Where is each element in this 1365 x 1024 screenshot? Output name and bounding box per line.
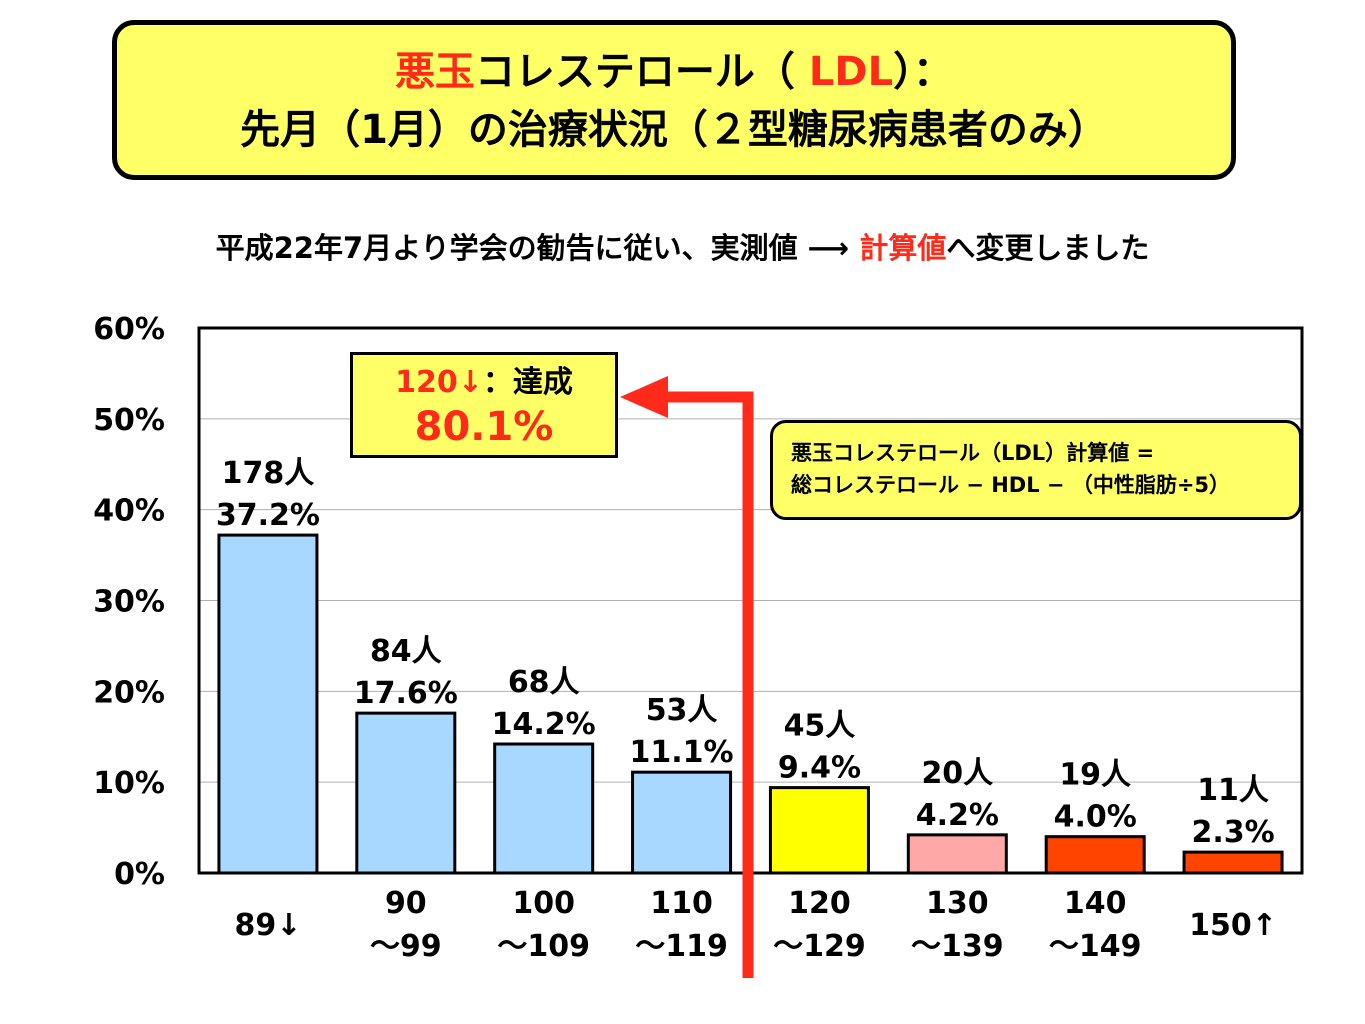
- title-line-2: 先月（1月）の治療状況（２型糖尿病患者のみ）: [240, 107, 1108, 153]
- y-tick-label: 40%: [93, 494, 165, 529]
- formula-box: 悪玉コレステロール（LDL）計算値 = 総コレステロール − HDL − （中性…: [770, 420, 1302, 520]
- data-label-count: 178人: [222, 456, 315, 491]
- data-label-percent: 4.2%: [916, 798, 999, 833]
- y-tick-label: 50%: [93, 403, 165, 438]
- bar: [493, 742, 595, 875]
- title-red-word: 悪玉: [394, 49, 475, 95]
- x-tick-label: 110: [650, 886, 713, 921]
- data-label-percent: 17.6%: [354, 676, 458, 711]
- x-tick-label: ～109: [497, 929, 590, 964]
- bar: [768, 786, 870, 875]
- achievement-box: 120↓：達成 80.1%: [350, 352, 618, 458]
- data-label-count: 45人: [784, 709, 856, 744]
- x-tick-label: 89↓: [234, 908, 301, 943]
- data-label-percent: 9.4%: [778, 751, 861, 786]
- bar: [631, 770, 733, 875]
- y-tick-label: 0%: [114, 857, 165, 892]
- bar: [355, 711, 457, 875]
- y-tick-label: 60%: [93, 312, 165, 347]
- threshold-arrow-line: [660, 391, 754, 978]
- achievement-value: 80.1%: [414, 404, 554, 450]
- x-tick-label: 150↑: [1189, 908, 1277, 943]
- y-tick-label: 20%: [93, 675, 165, 710]
- achievement-threshold: 120↓: [395, 365, 483, 400]
- data-label-percent: 14.2%: [492, 707, 596, 742]
- x-tick-label: 100: [512, 886, 575, 921]
- y-tick-label: 30%: [93, 585, 165, 620]
- title-mid: コレステロール（: [474, 49, 809, 95]
- x-tick-label: 120: [788, 886, 851, 921]
- achievement-label: 120↓：達成: [353, 363, 615, 403]
- data-label-percent: 4.0%: [1054, 800, 1137, 835]
- y-tick-label: 10%: [93, 766, 165, 801]
- data-label-count: 68人: [508, 665, 580, 700]
- threshold-arrow-head: [620, 376, 668, 418]
- title-box: 悪玉コレステロール（ LDL）： 先月（1月）の治療状況（２型糖尿病患者のみ）: [112, 20, 1236, 180]
- subtitle-prefix: 平成22年7月より学会の勧告に従い、実測値 ⟶: [215, 231, 860, 265]
- x-tick-label: ～129: [773, 929, 866, 964]
- title-ldl: LDL: [808, 49, 894, 95]
- title-line-1: 悪玉コレステロール（ LDL）：: [117, 43, 1231, 101]
- data-label-count: 53人: [646, 693, 718, 728]
- subtitle-highlight: 計算値: [859, 231, 947, 265]
- bar: [906, 833, 1008, 875]
- subtitle: 平成22年7月より学会の勧告に従い、実測値 ⟶ 計算値へ変更しました: [0, 228, 1365, 268]
- data-label-percent: 37.2%: [216, 498, 320, 533]
- achievement-text: ：達成: [482, 365, 573, 400]
- x-tick-label: 140: [1064, 886, 1127, 921]
- formula-line-2: 総コレステロール − HDL − （中性脂肪÷5）: [791, 473, 1231, 497]
- x-tick-label: ～119: [635, 929, 728, 964]
- x-tick-label: 90: [385, 886, 427, 921]
- bar-chart: 0% 10% 20% 30% 40% 50% 60% 37.2% 178人 89↓ 17.6% 84人…: [93, 312, 1304, 978]
- subtitle-suffix: へ変更しました: [946, 231, 1150, 265]
- bar: [217, 533, 319, 875]
- data-label-count: 20人: [921, 756, 993, 791]
- x-tick-label: ～139: [911, 929, 1004, 964]
- x-tick-label: 130: [926, 886, 989, 921]
- bar: [1182, 850, 1284, 875]
- data-label-count: 11人: [1197, 773, 1269, 808]
- data-label-percent: 11.1%: [630, 735, 734, 770]
- title-end: ）：: [893, 49, 954, 95]
- formula-line-1: 悪玉コレステロール（LDL）計算値 =: [791, 441, 1155, 465]
- x-tick-label: ～99: [370, 929, 442, 964]
- data-label-percent: 2.3%: [1191, 815, 1274, 850]
- x-tick-label: ～149: [1049, 929, 1142, 964]
- data-label-count: 19人: [1059, 758, 1131, 793]
- bar: [1044, 835, 1146, 875]
- data-label-count: 84人: [370, 634, 442, 669]
